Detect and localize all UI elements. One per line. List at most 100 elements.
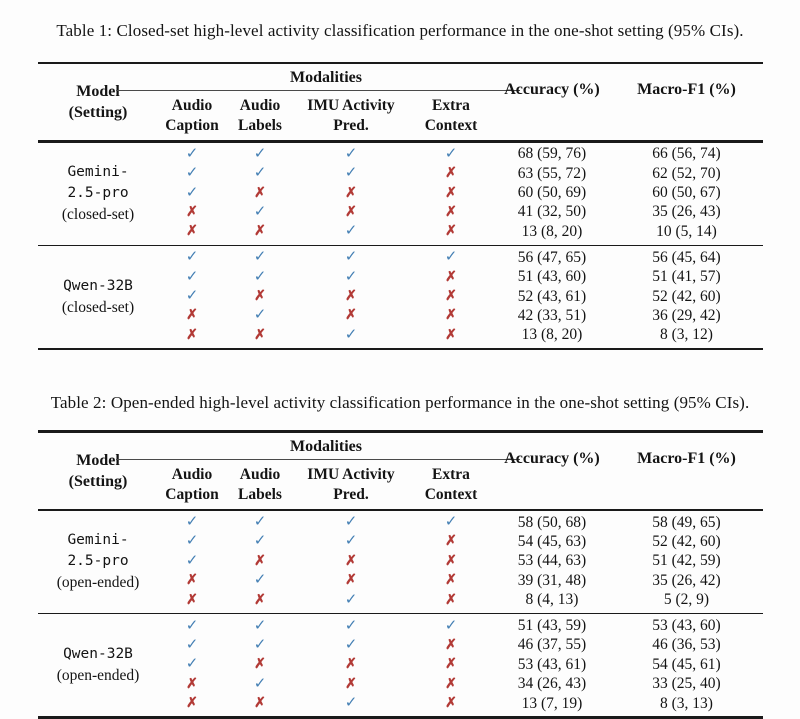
check-icon: ✓ (344, 326, 358, 343)
top-rule (38, 430, 763, 433)
check-icon: ✓ (253, 307, 267, 324)
group-divider-rule (38, 612, 763, 615)
check-icon: ✓ (444, 514, 458, 531)
table-2-header: Model (Setting) Modalities Audio Caption… (38, 433, 763, 509)
header-rule (38, 508, 763, 511)
column-header-audio-caption: Audio Caption (165, 97, 219, 135)
model-setting: (closed-set) (61, 298, 135, 316)
cross-icon: ✗ (186, 676, 198, 692)
check-icon: ✓ (253, 249, 267, 266)
model-cell: Qwen-32B (open-ended) (38, 616, 158, 713)
cross-icon: ✗ (345, 289, 357, 305)
table-row: ✓ ✓ ✓ ✓ 51 (43, 59) 53 (43, 60) (158, 616, 763, 635)
accuracy-value: 39 (31, 48) (517, 571, 587, 589)
accuracy-value: 54 (45, 63) (517, 532, 587, 550)
check-icon: ✓ (185, 617, 199, 634)
table-row: ✓ ✓ ✓ ✗ 46 (37, 55) 46 (36, 53) (158, 636, 763, 655)
model-setting: (open-ended) (56, 666, 140, 684)
top-rule (38, 62, 763, 65)
cross-icon: ✗ (445, 534, 457, 550)
check-icon: ✓ (444, 249, 458, 266)
model-cell: Qwen-32B (closed-set) (38, 248, 158, 345)
column-header-imu-activity-pred: IMU Activity Pred. (307, 97, 395, 135)
table-row: ✓ ✓ ✓ ✗ 51 (43, 60) 51 (41, 57) (158, 267, 763, 286)
check-icon: ✓ (253, 268, 267, 285)
macro-f1-value: 52 (42, 60) (652, 287, 721, 305)
accuracy-value: 41 (32, 50) (517, 203, 587, 221)
cross-icon: ✗ (445, 573, 457, 589)
cross-icon: ✗ (445, 289, 457, 305)
macro-f1-value: 58 (49, 65) (652, 513, 721, 531)
cross-icon: ✗ (445, 637, 457, 653)
macro-f1-value: 5 (2, 9) (663, 591, 710, 609)
check-icon: ✓ (185, 268, 199, 285)
cross-icon: ✗ (445, 308, 457, 324)
table-1-caption: Table 1: Closed-set high-level activity … (56, 21, 744, 40)
column-header-audio-labels: Audio Labels (238, 97, 282, 135)
bottom-rule (38, 716, 763, 719)
macro-f1-value: 53 (43, 60) (652, 617, 721, 635)
check-icon: ✓ (344, 695, 358, 712)
check-icon: ✓ (344, 617, 358, 634)
column-header-model: Model (Setting) (68, 83, 128, 122)
column-header-accuracy: Accuracy (%) (504, 449, 600, 467)
table-row: ✗ ✗ ✓ ✗ 13 (7, 19) 8 (3, 13) (158, 694, 763, 713)
model-cell: Gemini- 2.5-pro (closed-set) (38, 145, 158, 242)
check-icon: ✓ (344, 165, 358, 182)
accuracy-value: 13 (7, 19) (521, 694, 583, 712)
cross-icon: ✗ (445, 592, 457, 608)
modalities-subheaders: Audio Caption Audio Labels IMU Activity … (158, 460, 494, 505)
check-icon: ✓ (253, 636, 267, 653)
cross-icon: ✗ (445, 185, 457, 201)
cross-icon: ✗ (254, 553, 266, 569)
cross-icon: ✗ (445, 269, 457, 285)
accuracy-value: 13 (8, 20) (521, 326, 583, 344)
check-icon: ✓ (253, 572, 267, 589)
accuracy-value: 51 (43, 59) (517, 617, 587, 635)
accuracy-value: 34 (26, 43) (517, 675, 587, 693)
table-2-caption: Table 2: Open-ended high-level activity … (50, 393, 750, 413)
check-icon: ✓ (344, 533, 358, 550)
macro-f1-value: 33 (25, 40) (652, 675, 721, 693)
table-row: ✓ ✗ ✗ ✗ 52 (43, 61) 52 (42, 60) (158, 287, 763, 306)
column-header-modalities: Modalities (290, 437, 362, 455)
accuracy-value: 42 (33, 51) (517, 306, 587, 324)
check-icon: ✓ (185, 552, 199, 569)
cross-icon: ✗ (186, 696, 198, 712)
macro-f1-value: 62 (52, 70) (652, 164, 721, 182)
macro-f1-value: 52 (42, 60) (652, 532, 721, 550)
cross-icon: ✗ (345, 573, 357, 589)
cross-icon: ✗ (445, 553, 457, 569)
table-row: ✓ ✓ ✓ ✓ 56 (47, 65) 56 (45, 64) (158, 248, 763, 267)
modalities-header-group: Modalities Audio Caption Audio Labels IM… (116, 64, 520, 140)
check-icon: ✓ (344, 268, 358, 285)
check-icon: ✓ (344, 249, 358, 266)
macro-f1-value: 36 (29, 42) (652, 306, 721, 324)
column-header-imu-activity-pred: IMU Activity Pred. (307, 465, 395, 503)
accuracy-value: 58 (50, 68) (517, 513, 587, 531)
model-group-qwen-open: Qwen-32B (open-ended) ✓ ✓ ✓ ✓ 51 (43, 59… (38, 614, 763, 716)
column-header-accuracy: Accuracy (%) (504, 81, 600, 99)
macro-f1-value: 8 (3, 12) (660, 326, 713, 344)
table-1-header: Model (Setting) Modalities Audio Caption… (38, 64, 763, 140)
check-icon: ✓ (185, 514, 199, 531)
check-icon: ✓ (185, 636, 199, 653)
column-header-extra-context: Extra Context (424, 465, 478, 503)
check-icon: ✓ (185, 656, 199, 673)
check-icon: ✓ (185, 533, 199, 550)
table-1: Model (Setting) Modalities Audio Caption… (38, 62, 763, 351)
cross-icon: ✗ (186, 308, 198, 324)
model-name: Qwen-32B (63, 645, 133, 662)
modalities-subheaders: Audio Caption Audio Labels IMU Activity … (158, 91, 494, 136)
cross-icon: ✗ (445, 676, 457, 692)
cross-icon: ✗ (186, 224, 198, 240)
accuracy-value: 46 (37, 55) (517, 636, 587, 654)
check-icon: ✓ (253, 203, 267, 220)
cross-icon: ✗ (445, 327, 457, 343)
cross-icon: ✗ (254, 696, 266, 712)
check-icon: ✓ (344, 223, 358, 240)
accuracy-value: 60 (50, 69) (517, 184, 587, 202)
table-row: ✓ ✓ ✓ ✓ 68 (59, 76) 66 (56, 74) (158, 145, 763, 164)
check-icon: ✓ (344, 591, 358, 608)
